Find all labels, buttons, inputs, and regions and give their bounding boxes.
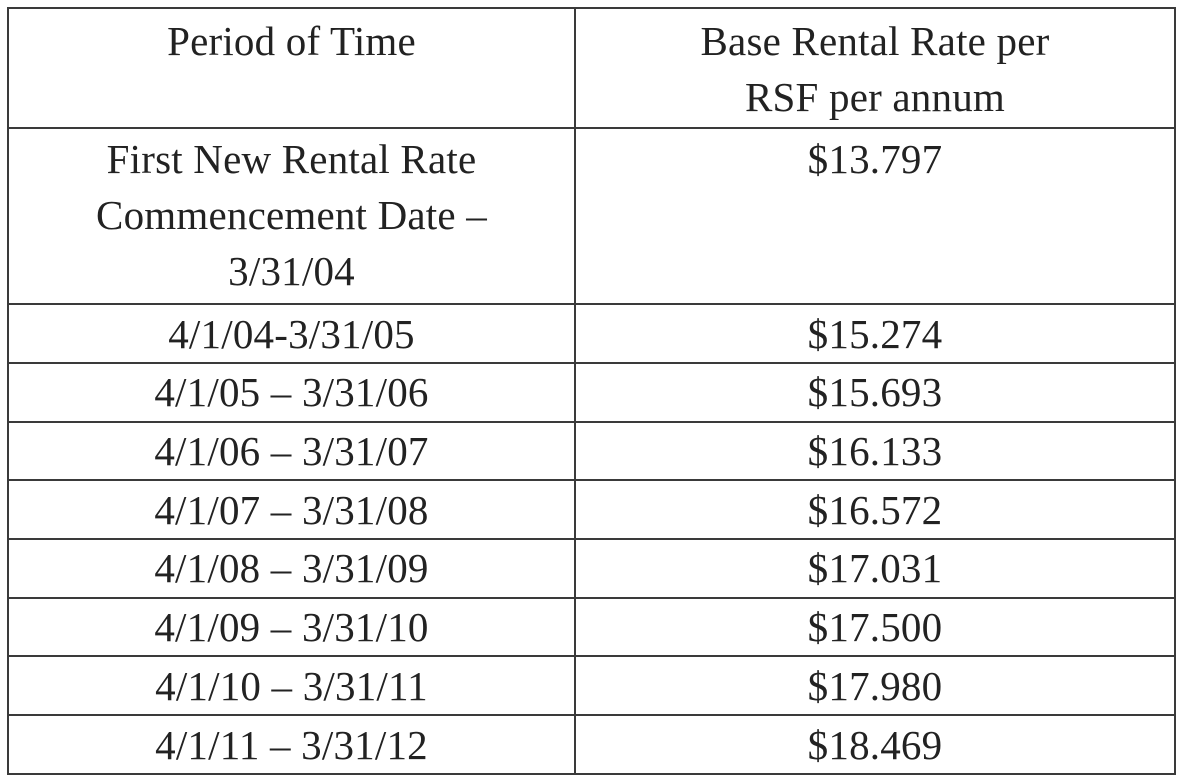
header-rate-label: Base Rental Rate per RSF per annum (700, 18, 1050, 120)
table-row: 4/1/11 – 3/31/12 $18.469 (7, 714, 1176, 775)
table-header-row: Period of Time Base Rental Rate per RSF … (7, 7, 1176, 129)
period-value: 4/1/06 – 3/31/07 (154, 427, 429, 474)
table-row: 4/1/06 – 3/31/07 $16.133 (7, 420, 1176, 482)
rate-cell: $13.797 (574, 126, 1176, 306)
period-value: 4/1/04-3/31/05 (168, 310, 415, 357)
rent-schedule-table-wrapper: Period of Time Base Rental Rate per RSF … (7, 7, 1176, 775)
header-period-of-time: Period of Time (7, 7, 576, 129)
rate-value: $17.980 (807, 662, 943, 709)
period-cell: 4/1/05 – 3/31/06 (7, 361, 576, 423)
table-row: 4/1/10 – 3/31/11 $17.980 (7, 655, 1176, 717)
rate-value: $18.469 (807, 721, 943, 768)
rate-cell: $15.693 (574, 361, 1176, 423)
header-base-rental-rate: Base Rental Rate per RSF per annum (574, 7, 1176, 129)
period-value: 4/1/11 – 3/31/12 (155, 721, 428, 768)
table-row: 4/1/08 – 3/31/09 $17.031 (7, 538, 1176, 599)
rate-cell: $17.500 (574, 596, 1176, 658)
period-cell: 4/1/07 – 3/31/08 (7, 479, 576, 541)
period-cell: 4/1/04-3/31/05 (7, 303, 576, 364)
period-value: First New Rental Rate Commencement Date … (96, 136, 487, 294)
period-cell: 4/1/06 – 3/31/07 (7, 420, 576, 482)
rate-cell: $18.469 (574, 714, 1176, 775)
rate-cell: $17.031 (574, 538, 1176, 599)
rate-cell: $17.980 (574, 655, 1176, 717)
rent-schedule-table: Period of Time Base Rental Rate per RSF … (7, 7, 1176, 775)
table-row: First New Rental Rate Commencement Date … (7, 126, 1176, 306)
period-value: 4/1/08 – 3/31/09 (154, 545, 429, 592)
rate-cell: $16.572 (574, 479, 1176, 541)
period-cell: First New Rental Rate Commencement Date … (7, 126, 576, 306)
rate-value: $17.500 (807, 604, 943, 651)
header-period-label: Period of Time (167, 18, 416, 64)
rate-value: $13.797 (807, 136, 943, 182)
period-cell: 4/1/08 – 3/31/09 (7, 538, 576, 599)
rate-value: $16.133 (807, 427, 943, 474)
period-value: 4/1/09 – 3/31/10 (154, 604, 429, 651)
table-row: 4/1/04-3/31/05 $15.274 (7, 303, 1176, 364)
table-row: 4/1/05 – 3/31/06 $15.693 (7, 361, 1176, 423)
rate-value: $15.693 (807, 369, 943, 416)
period-value: 4/1/10 – 3/31/11 (155, 662, 428, 709)
table-row: 4/1/07 – 3/31/08 $16.572 (7, 479, 1176, 541)
period-cell: 4/1/09 – 3/31/10 (7, 596, 576, 658)
rate-cell: $15.274 (574, 303, 1176, 364)
rate-value: $17.031 (807, 545, 943, 592)
rate-cell: $16.133 (574, 420, 1176, 482)
period-value: 4/1/07 – 3/31/08 (154, 486, 429, 533)
period-cell: 4/1/10 – 3/31/11 (7, 655, 576, 717)
table-row: 4/1/09 – 3/31/10 $17.500 (7, 596, 1176, 658)
period-value: 4/1/05 – 3/31/06 (154, 369, 429, 416)
rate-value: $16.572 (807, 486, 943, 533)
rate-value: $15.274 (807, 310, 943, 357)
period-cell: 4/1/11 – 3/31/12 (7, 714, 576, 775)
